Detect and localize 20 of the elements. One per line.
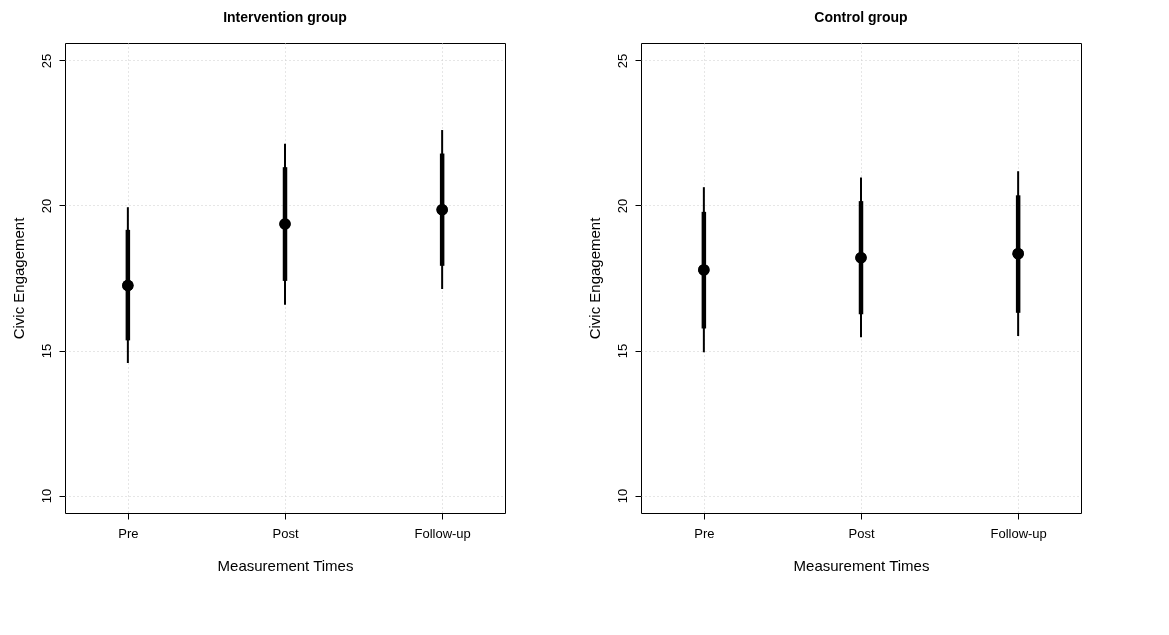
y-axis-title: Civic Engagement — [585, 216, 603, 340]
x-tick-label: Follow-up — [990, 525, 1047, 541]
y-tick-label: 15 — [614, 343, 630, 359]
y-tick-label: 25 — [614, 53, 630, 69]
chart-title: Control group — [814, 9, 908, 25]
y-tick-label: 25 — [38, 53, 54, 69]
x-axis-title: Measurement Times — [217, 556, 354, 574]
y-tick-label: 10 — [38, 488, 54, 504]
x-tick-label: Follow-up — [414, 525, 471, 541]
x-axis-title: Measurement Times — [793, 556, 930, 574]
y-axis-title: Civic Engagement — [9, 216, 27, 340]
y-tick-label: 20 — [614, 198, 630, 214]
x-tick-label: Pre — [694, 525, 715, 541]
x-tick-label: Post — [848, 525, 875, 541]
y-tick-label: 20 — [38, 198, 54, 214]
y-tick-label: 10 — [614, 488, 630, 504]
x-tick-label: Pre — [118, 525, 139, 541]
x-tick-label: Post — [272, 525, 299, 541]
y-tick-label: 15 — [38, 343, 54, 359]
chart-title: Intervention group — [223, 9, 347, 25]
